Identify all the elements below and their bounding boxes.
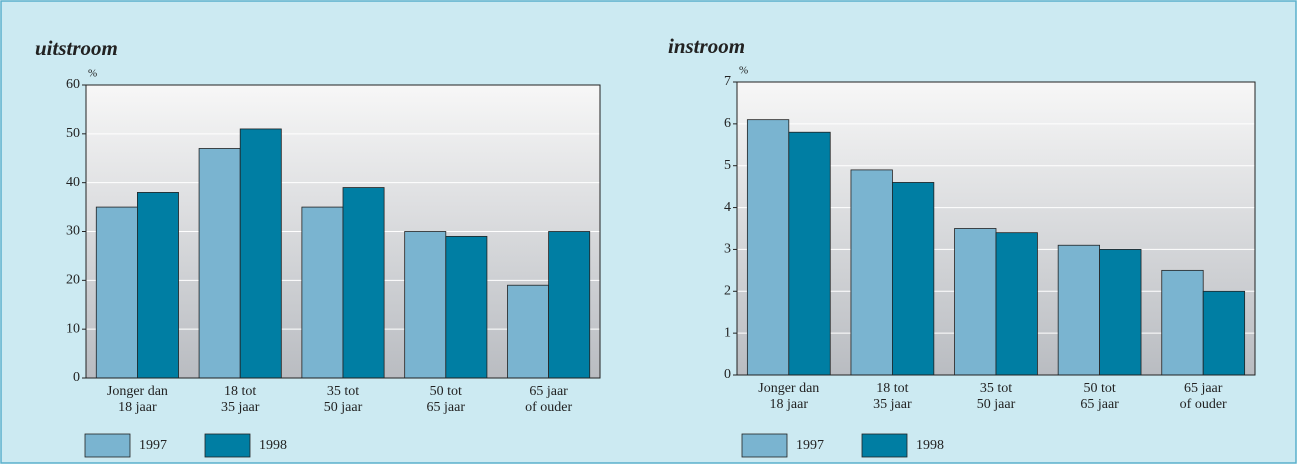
bar [548, 231, 591, 379]
y-tick-label: 60 [66, 77, 80, 92]
y-tick-label: 7 [724, 74, 731, 89]
legend-swatch [204, 433, 251, 458]
plot-frame [85, 84, 601, 379]
x-tick-label: 50 tot [1083, 381, 1115, 396]
x-tick-label: 35 tot [327, 384, 359, 399]
bar [746, 119, 790, 376]
legend-swatch [861, 433, 908, 458]
y-tick-label: 30 [66, 224, 80, 239]
bar [1202, 290, 1246, 376]
bar [301, 206, 344, 379]
y-tick-label: 40 [66, 175, 80, 190]
x-tick-label: 35 tot [980, 381, 1012, 396]
chart-title: instroom [668, 34, 745, 58]
y-tick-label: 0 [724, 367, 731, 382]
bar [850, 169, 893, 376]
y-tick-label: 5 [724, 158, 731, 173]
y-tick-label: 0 [73, 370, 80, 385]
bar [136, 192, 179, 379]
x-tick-label: 35 jaar [221, 400, 260, 415]
y-tick-label: 10 [66, 321, 80, 336]
legend-swatch [84, 433, 131, 458]
bar [788, 131, 831, 376]
bar [954, 228, 997, 376]
bar [1057, 244, 1101, 376]
y-axis-unit: % [739, 65, 748, 77]
y-tick-label: 20 [66, 273, 80, 288]
legend-swatch [741, 433, 788, 458]
x-tick-label: 50 jaar [977, 397, 1016, 412]
x-tick-label: 65 jaar [1184, 381, 1223, 396]
legend-label: 1998 [259, 438, 287, 453]
x-tick-label: Jonger dan [758, 381, 819, 396]
bar [1099, 249, 1142, 376]
y-tick-label: 1 [724, 325, 731, 340]
y-axis-unit: % [88, 68, 97, 80]
plot-frame [736, 81, 1256, 376]
x-tick-label: 65 jaar [529, 384, 568, 399]
y-tick-label: 2 [724, 284, 731, 299]
bar [342, 187, 385, 379]
x-tick-label: of ouder [1180, 397, 1227, 412]
x-tick-label: Jonger dan [107, 384, 168, 399]
x-tick-label: 18 tot [876, 381, 908, 396]
x-tick-label: 65 jaar [427, 400, 466, 415]
bar [95, 206, 138, 379]
legend-label: 1997 [139, 438, 167, 453]
legend-label: 1997 [796, 438, 824, 453]
x-tick-label: 50 jaar [324, 400, 363, 415]
legend-label: 1998 [916, 438, 944, 453]
bar [198, 148, 241, 379]
bar [1161, 269, 1204, 376]
bar [404, 231, 447, 379]
x-tick-label: 50 tot [430, 384, 462, 399]
y-tick-label: 3 [724, 242, 731, 257]
x-tick-label: 18 tot [224, 384, 256, 399]
x-tick-label: 18 jaar [118, 400, 157, 415]
bar [995, 232, 1038, 376]
x-tick-label: 65 jaar [1080, 397, 1119, 412]
y-tick-label: 4 [724, 200, 731, 215]
bar [239, 128, 282, 379]
bar [507, 284, 550, 379]
y-tick-label: 50 [66, 126, 80, 141]
bar [892, 182, 935, 376]
chart-title: uitstroom [35, 36, 118, 60]
x-tick-label: 18 jaar [770, 397, 809, 412]
bar [445, 235, 488, 379]
x-tick-label: 35 jaar [873, 397, 912, 412]
x-tick-label: of ouder [525, 400, 572, 415]
y-tick-label: 6 [724, 116, 731, 131]
